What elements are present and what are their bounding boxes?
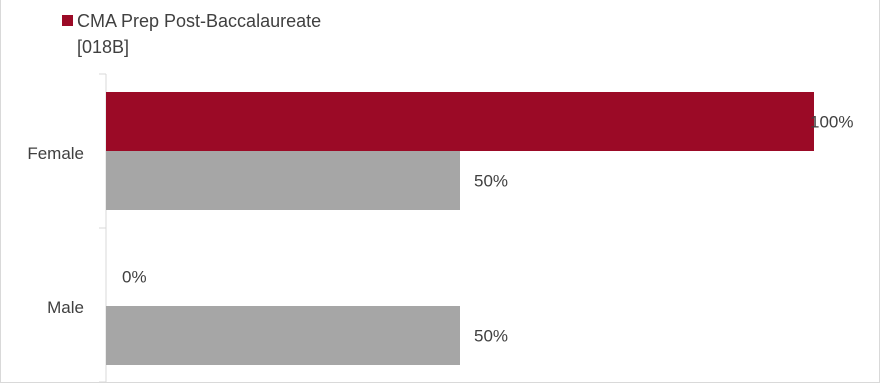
data-label: 100% xyxy=(810,113,853,132)
legend: CMA Prep Post-Baccalaureate [018B] xyxy=(62,8,321,60)
legend-label-line2: [018B] xyxy=(77,37,130,57)
data-label: 0% xyxy=(122,268,147,287)
data-label: 50% xyxy=(474,172,508,191)
bar-series-2 xyxy=(106,151,460,210)
legend-entry-series-1: CMA Prep Post-Baccalaureate xyxy=(62,8,321,34)
legend-swatch xyxy=(62,15,73,26)
data-label: 50% xyxy=(474,327,508,346)
category-label: Female xyxy=(27,144,84,163)
legend-label-line1: CMA Prep Post-Baccalaureate xyxy=(77,11,322,31)
bar-series-2 xyxy=(106,306,460,365)
category-label: Male xyxy=(47,298,84,317)
bar-series-1 xyxy=(106,92,814,151)
